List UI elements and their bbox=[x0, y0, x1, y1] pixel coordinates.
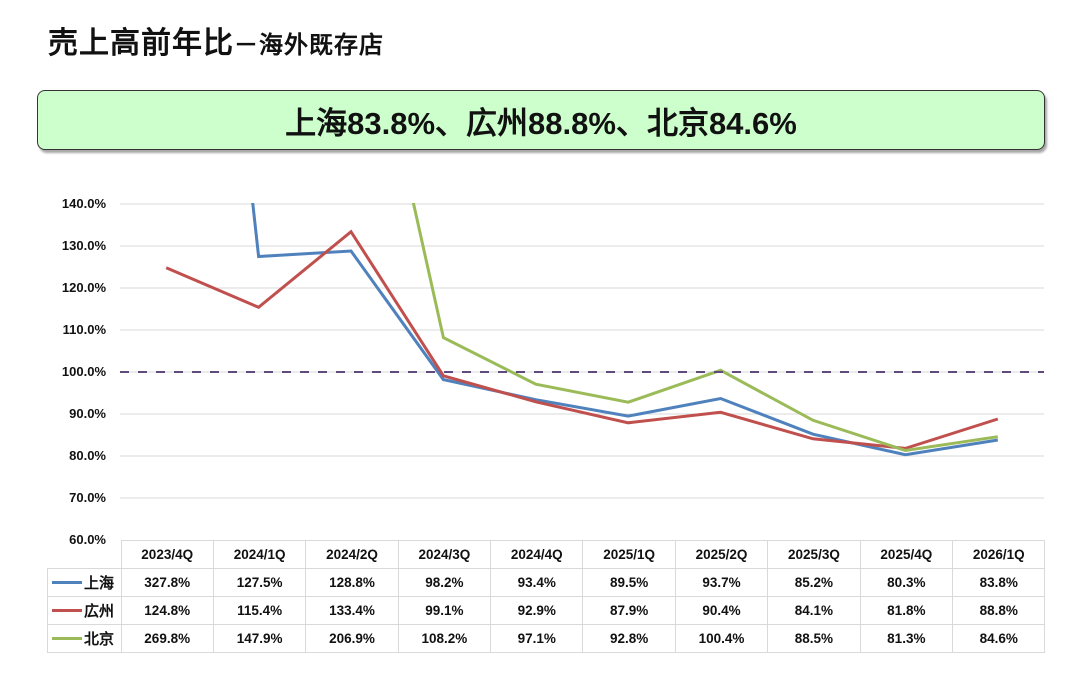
column-header: 2025/3Q bbox=[767, 540, 861, 569]
table-cell: 93.4% bbox=[490, 568, 584, 597]
table-cell: 206.9% bbox=[305, 624, 399, 653]
table-cell: 115.4% bbox=[212, 596, 307, 625]
table-cell: 99.1% bbox=[397, 596, 492, 625]
table-cell: 147.9% bbox=[212, 624, 307, 653]
column-header: 2024/3Q bbox=[397, 540, 492, 569]
table-cell: 92.8% bbox=[582, 624, 676, 653]
column-header: 2024/2Q bbox=[305, 540, 399, 569]
legend-key: 上海 bbox=[47, 568, 122, 597]
table-cell: 127.5% bbox=[212, 568, 307, 597]
summary-banner-text: 上海83.8%、広州88.8%、北京84.6% bbox=[285, 105, 797, 141]
table-cell: 88.5% bbox=[767, 624, 861, 653]
table-cell: 90.4% bbox=[674, 596, 769, 625]
legend-line-icon bbox=[52, 637, 82, 640]
summary-banner: 上海83.8%、広州88.8%、北京84.6% bbox=[37, 90, 1045, 150]
table-cell: 80.3% bbox=[859, 568, 954, 597]
table-row: 広州 124.8% 115.4% 133.4% 99.1% 92.9% 87.9% 90.4%… bbox=[47, 596, 1046, 625]
series-lines bbox=[165, 203, 999, 457]
legend-label: 北京 bbox=[84, 631, 115, 648]
data-table: 2023/4Q 2024/1Q 2024/2Q 2024/3Q 2024/4Q 2025/… bbox=[47, 540, 1046, 653]
table-body: 上海 327.8% 127.5% 128.8% 98.2% 93.4% 89.5% 93.7%… bbox=[47, 568, 1046, 653]
column-header: 2025/1Q bbox=[582, 540, 676, 569]
title-main: 売上高前年比 bbox=[48, 26, 234, 61]
legend-line-icon bbox=[52, 581, 82, 584]
table-cell: 98.2% bbox=[397, 568, 492, 597]
gridlines bbox=[120, 203, 1044, 499]
column-header: 2025/4Q bbox=[859, 540, 954, 569]
table-cell: 133.4% bbox=[305, 596, 399, 625]
legend-label: 上海 bbox=[84, 575, 115, 592]
table-cell: 83.8% bbox=[952, 568, 1046, 597]
table-cell: 269.8% bbox=[120, 624, 214, 653]
table-row: 北京 269.8% 147.9% 206.9% 108.2% 97.1% 92.8% 100.… bbox=[47, 624, 1046, 653]
title-sub: －海外既存店 bbox=[234, 31, 384, 59]
table-corner bbox=[47, 540, 122, 569]
table-header-row: 2023/4Q 2024/1Q 2024/2Q 2024/3Q 2024/4Q 2025/… bbox=[47, 540, 1046, 569]
y-tick-label: 80.0% bbox=[69, 448, 106, 463]
column-header: 2026/1Q bbox=[952, 540, 1046, 569]
legend-key: 広州 bbox=[47, 596, 122, 625]
table-cell: 97.1% bbox=[490, 624, 584, 653]
table-cell: 85.2% bbox=[767, 568, 861, 597]
table-cell: 87.9% bbox=[582, 596, 676, 625]
y-tick-label: 130.0% bbox=[61, 238, 106, 253]
legend-line-icon bbox=[52, 609, 82, 612]
y-tick-label: 140.0% bbox=[61, 196, 106, 211]
table-cell: 128.8% bbox=[305, 568, 399, 597]
table-cell: 108.2% bbox=[397, 624, 492, 653]
table-cell: 124.8% bbox=[120, 596, 214, 625]
table-cell: 84.1% bbox=[767, 596, 861, 625]
table-cell: 89.5% bbox=[582, 568, 676, 597]
series-line-上海 bbox=[251, 203, 999, 457]
table-cell: 92.9% bbox=[490, 596, 584, 625]
y-tick-label: 90.0% bbox=[69, 406, 106, 421]
y-tick-label: 70.0% bbox=[69, 490, 106, 505]
legend-label: 広州 bbox=[84, 603, 115, 620]
table-cell: 93.7% bbox=[674, 568, 769, 597]
table-cell: 81.8% bbox=[859, 596, 954, 625]
y-tick-label: 100.0% bbox=[61, 364, 106, 379]
y-tick-label: 120.0% bbox=[61, 280, 106, 295]
table-row: 上海 327.8% 127.5% 128.8% 98.2% 93.4% 89.5% 93.7%… bbox=[47, 568, 1046, 597]
line-chart bbox=[120, 203, 1044, 499]
table-cell: 84.6% bbox=[952, 624, 1046, 653]
table-cell: 327.8% bbox=[120, 568, 214, 597]
table-cell: 88.8% bbox=[952, 596, 1046, 625]
y-tick-label: 110.0% bbox=[62, 322, 106, 337]
series-line-北京 bbox=[411, 203, 999, 453]
column-header: 2024/4Q bbox=[490, 540, 584, 569]
page-title: 売上高前年比－海外既存店 bbox=[48, 18, 384, 62]
column-header: 2023/4Q bbox=[120, 540, 214, 569]
column-header: 2025/2Q bbox=[674, 540, 769, 569]
table-cell: 81.3% bbox=[859, 624, 954, 653]
series-line-広州 bbox=[165, 229, 999, 450]
legend-key: 北京 bbox=[47, 624, 122, 653]
table-cell: 100.4% bbox=[674, 624, 769, 653]
column-header: 2024/1Q bbox=[212, 540, 307, 569]
